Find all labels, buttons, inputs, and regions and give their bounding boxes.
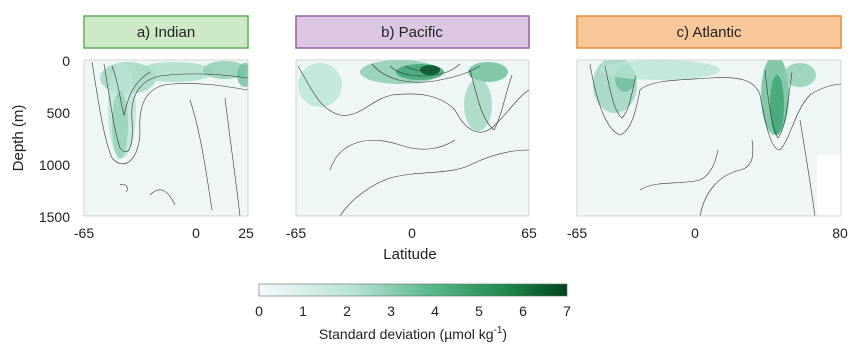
colorbar-tick-2: 2 [343,303,351,319]
panel-title-pacific: b) Pacific [381,24,443,41]
colorbar-tick-4: 4 [431,303,439,319]
colorbar-label-main: Standard deviation (µmol kg [319,326,494,342]
y-tick-1000: 1000 [39,157,70,173]
colorbar-tick-0: 0 [255,303,263,319]
x-tick-indian-0: -65 [74,225,94,241]
panel-indian [84,60,248,216]
panel-frame-atlantic [576,59,842,217]
x-tick-pacific-2: 65 [521,225,537,241]
colorbar-label: Standard deviation (µmol kg-1) [319,325,507,342]
heatmap-field-indian [100,61,248,159]
panel-title-indian: a) Indian [137,24,195,41]
colorbar-tick-7: 7 [563,303,571,319]
contours-pacific [297,63,529,216]
y-tick-0: 0 [62,53,70,69]
panel-frame-indian [83,59,249,217]
panel-pacific [296,60,529,216]
panel-atlantic [577,60,841,216]
panel-title-box-indian: a) Indian [83,15,249,49]
colorbar-tick-3: 3 [387,303,395,319]
contours-indian [91,61,248,216]
colorbar-tick-1: 1 [299,303,307,319]
colorbar-ticks: 0 1 2 3 4 5 6 7 [255,303,571,319]
panel-title-atlantic: c) Atlantic [676,24,742,41]
colorbar-label-sup: -1 [494,325,503,336]
x-tick-pacific-1: 0 [408,225,416,241]
y-tick-500: 500 [47,105,71,121]
x-tick-indian-2: 25 [238,225,254,241]
y-axis-label: Depth (m) [10,105,27,172]
x-tick-pacific-0: -65 [286,225,306,241]
x-tick-atlantic-0: -65 [567,225,587,241]
panel-title-box-atlantic: c) Atlantic [576,15,842,49]
x-axis-label: Latitude [383,246,436,263]
colorbar-tick-5: 5 [475,303,483,319]
x-tick-atlantic-2: 80 [832,225,848,241]
heatmap-field-pacific [298,60,508,131]
y-tick-1500: 1500 [39,209,70,225]
colorbar [258,283,568,297]
panel-title-box-pacific: b) Pacific [295,15,530,49]
panel-frame-pacific [295,59,530,217]
colorbar-tick-6: 6 [519,303,527,319]
x-tick-indian-1: 0 [192,225,200,241]
x-tick-atlantic-1: 0 [691,225,699,241]
heatmap-field-atlantic [593,60,816,135]
contours-atlantic [589,63,841,216]
colorbar-label-close: ) [502,326,507,342]
